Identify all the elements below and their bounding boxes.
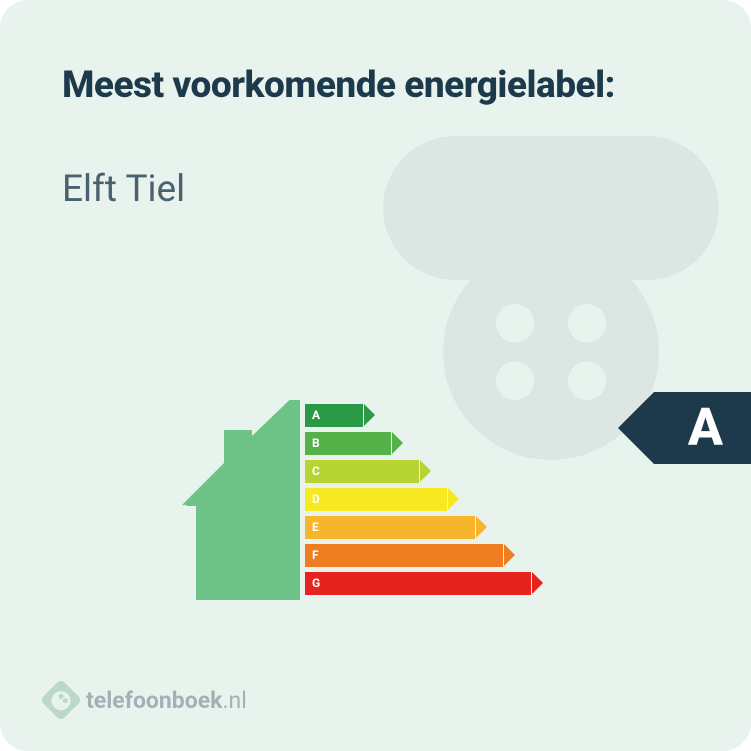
energy-bar-a: A bbox=[305, 404, 531, 427]
page-title: Meest voorkomende energielabel: bbox=[62, 64, 615, 107]
energy-label-chart: ABCDEFG bbox=[182, 400, 602, 620]
brand-text: telefoonboek.nl bbox=[86, 687, 247, 714]
selected-label-badge: A bbox=[654, 392, 751, 464]
footer-brand: telefoonboek.nl bbox=[46, 685, 247, 715]
energy-bar-label: C bbox=[312, 460, 320, 483]
energy-bar-label: D bbox=[312, 488, 320, 511]
location-name: Elft Tiel bbox=[62, 168, 185, 211]
brand-icon bbox=[40, 679, 82, 721]
brand-name: telefoonboek bbox=[86, 687, 222, 714]
brand-ext: .nl bbox=[222, 687, 246, 714]
selected-label-letter: A bbox=[688, 402, 723, 454]
energy-bars: ABCDEFG bbox=[305, 404, 531, 600]
energy-bar-f: F bbox=[305, 544, 531, 567]
energy-bar-label: G bbox=[312, 572, 320, 595]
energy-bar-label: A bbox=[312, 404, 320, 427]
energy-bar-label: F bbox=[312, 544, 319, 567]
energy-bar-c: C bbox=[305, 460, 531, 483]
house-icon bbox=[182, 400, 300, 600]
energy-bar-label: E bbox=[312, 516, 319, 539]
energy-bar-g: G bbox=[305, 572, 531, 595]
energy-bar-d: D bbox=[305, 488, 531, 511]
energy-bar-e: E bbox=[305, 516, 531, 539]
energy-card: Meest voorkomende energielabel: Elft Tie… bbox=[0, 0, 751, 751]
energy-bar-b: B bbox=[305, 432, 531, 455]
energy-bar-label: B bbox=[312, 432, 320, 455]
